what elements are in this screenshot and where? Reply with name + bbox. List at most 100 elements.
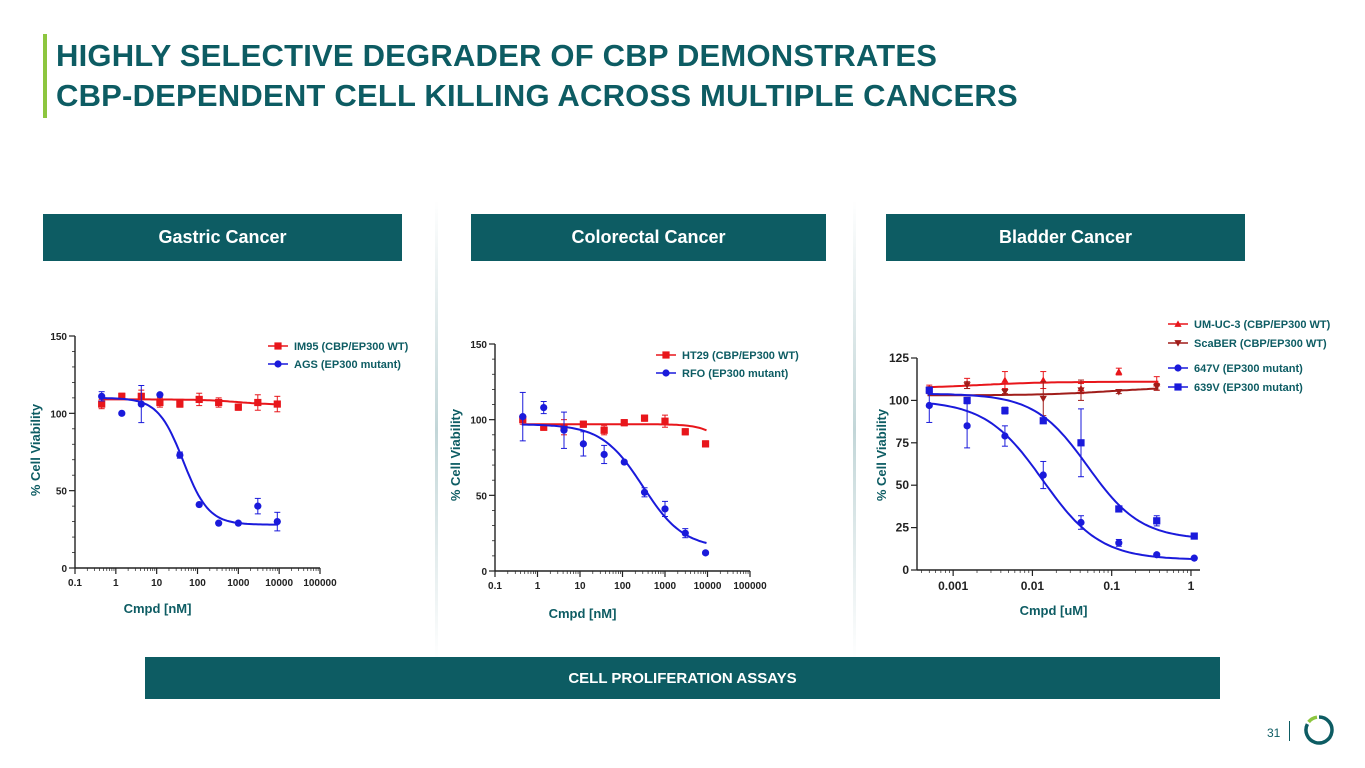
fit-curve-3 xyxy=(927,393,1197,539)
data-point-1 xyxy=(195,500,203,509)
data-point-1 xyxy=(215,519,223,527)
data-point-1 xyxy=(681,529,689,537)
panel-divider-1 xyxy=(435,200,438,660)
page-number-separator xyxy=(1289,721,1290,741)
x-tick-label: 10 xyxy=(574,581,586,592)
data-point-0 xyxy=(579,420,587,428)
data-point-1 xyxy=(1077,387,1085,394)
legend-label-1: AGS (EP300 mutant) xyxy=(294,359,401,371)
panel-divider-2 xyxy=(853,200,856,660)
page-title-line-1: HIGHLY SELECTIVE DEGRADER OF CBP DEMONST… xyxy=(56,38,938,73)
data-point-0 xyxy=(234,403,242,411)
data-point-1 xyxy=(118,409,126,417)
page-number: 31 xyxy=(1267,726,1281,740)
y-tick-label: 50 xyxy=(896,478,910,492)
data-point-1 xyxy=(1153,383,1161,391)
legend-label-2: 647V (EP300 mutant) xyxy=(1194,363,1303,375)
data-point-2 xyxy=(1077,518,1085,527)
y-axis-label: % Cell Viability xyxy=(448,408,463,501)
y-tick-label: 0 xyxy=(61,564,67,575)
data-point-2 xyxy=(1153,551,1161,559)
data-point-1 xyxy=(273,518,281,526)
x-tick-label: 0.1 xyxy=(488,581,502,592)
y-tick-label: 25 xyxy=(896,521,910,535)
data-point-0 xyxy=(661,417,669,425)
data-point-2 xyxy=(1115,539,1123,547)
legend-label-1: ScaBER (CBP/EP300 WT) xyxy=(1194,338,1327,350)
legend-marker-1 xyxy=(274,360,282,368)
legend-marker-0 xyxy=(274,342,282,350)
y-tick-label: 100 xyxy=(889,393,909,407)
data-point-1 xyxy=(98,392,106,400)
fit-curve-2 xyxy=(927,402,1196,561)
data-point-0 xyxy=(215,398,223,407)
data-point-1 xyxy=(1001,389,1009,396)
data-point-0 xyxy=(254,398,262,407)
legend-marker-3 xyxy=(1174,383,1182,391)
legend-marker-0 xyxy=(662,351,670,359)
data-point-0 xyxy=(118,392,126,400)
data-point-3 xyxy=(1039,417,1047,425)
data-point-0 xyxy=(640,414,649,422)
data-point-3 xyxy=(1190,532,1198,540)
data-point-1 xyxy=(600,450,608,459)
x-tick-label: 1 xyxy=(113,578,119,589)
gastric-cancer-chart: 0 50 100 150 0.1 1 10 100 1000 10000 100000 Cmpd [n… xyxy=(28,332,409,616)
data-point-1 xyxy=(137,400,145,408)
data-point-1 xyxy=(254,502,262,510)
x-tick-label: 100000 xyxy=(303,578,337,589)
y-tick-label: 100 xyxy=(50,409,67,420)
legend-label-1: RFO (EP300 mutant) xyxy=(682,368,789,380)
x-axis-label: Cmpd [nM] xyxy=(124,601,192,616)
x-axis-label: Cmpd [nM] xyxy=(549,606,617,621)
x-tick-label: 1 xyxy=(1188,579,1195,593)
y-tick-label: 150 xyxy=(50,332,67,343)
y-tick-label: 0 xyxy=(481,567,487,578)
data-point-0 xyxy=(701,440,710,448)
y-tick-label: 50 xyxy=(476,491,488,502)
data-point-3 xyxy=(1115,505,1123,513)
legend-marker-1 xyxy=(662,369,670,377)
y-tick-label: 0 xyxy=(902,563,909,577)
data-point-0 xyxy=(1115,367,1123,375)
y-tick-label: 125 xyxy=(889,351,909,365)
y-axis-label: % Cell Viability xyxy=(28,403,43,496)
data-point-2 xyxy=(963,422,971,430)
data-point-1 xyxy=(540,403,548,412)
x-tick-label: 10000 xyxy=(265,578,293,589)
data-point-3 xyxy=(1001,406,1009,415)
data-point-0 xyxy=(681,428,689,436)
data-point-0 xyxy=(195,395,203,404)
x-axis-label: Cmpd [uM] xyxy=(1020,603,1088,618)
x-tick-label: 1000 xyxy=(654,581,677,592)
x-tick-label: 0.01 xyxy=(1021,579,1045,593)
fit-curve-0 xyxy=(521,423,707,432)
y-tick-label: 150 xyxy=(470,340,487,351)
data-point-2 xyxy=(925,401,933,410)
title-accent-bar xyxy=(43,34,47,118)
data-point-1 xyxy=(1115,389,1123,396)
data-point-3 xyxy=(925,386,933,394)
data-point-1 xyxy=(661,505,669,513)
x-tick-label: 100 xyxy=(614,581,631,592)
data-point-3 xyxy=(1153,517,1161,525)
data-point-1 xyxy=(1039,395,1047,403)
x-tick-label: 10000 xyxy=(694,581,722,592)
x-tick-label: 10 xyxy=(151,578,163,589)
y-tick-label: 75 xyxy=(896,436,910,450)
cell-proliferation-assays-banner: CELL PROLIFERATION ASSAYS xyxy=(145,657,1220,699)
y-tick-label: 50 xyxy=(56,487,68,498)
x-tick-label: 100 xyxy=(189,578,206,589)
bladder-cancer-header: Bladder Cancer xyxy=(886,214,1245,261)
data-point-3 xyxy=(963,396,971,404)
data-point-0 xyxy=(176,400,184,408)
legend-marker-0 xyxy=(1174,320,1182,327)
data-point-1 xyxy=(963,382,971,389)
data-point-1 xyxy=(519,413,527,421)
data-point-1 xyxy=(640,488,649,496)
gastric-cancer-header: Gastric Cancer xyxy=(43,214,402,261)
data-point-1 xyxy=(176,451,184,459)
legend-label-0: IM95 (CBP/EP300 WT) xyxy=(294,341,409,353)
data-point-1 xyxy=(701,549,710,557)
fit-curve-1 xyxy=(100,397,279,526)
